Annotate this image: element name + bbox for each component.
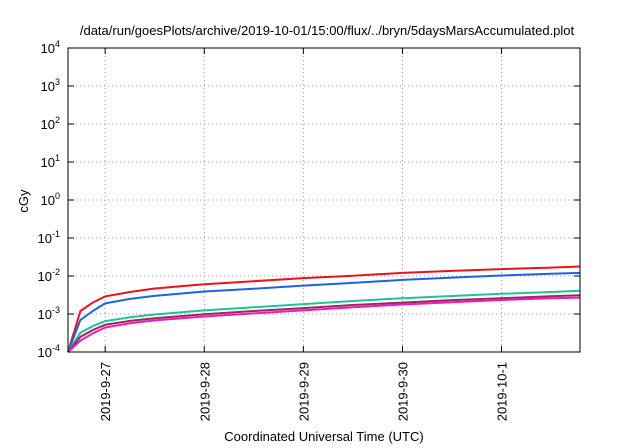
- y-tick-label: 103: [41, 77, 60, 94]
- series-line-3: [67, 289, 581, 353]
- grid: [68, 48, 580, 352]
- series-line-1: [67, 265, 581, 353]
- x-tick-label: 2019-9-29: [296, 362, 311, 421]
- x-axis-label: Coordinated Universal Time (UTC): [224, 429, 423, 444]
- series-line-2: [67, 271, 581, 353]
- y-tick-label: 10-2: [38, 267, 60, 284]
- chart-title: /data/run/goesPlots/archive/2019-10-01/1…: [80, 23, 575, 38]
- y-tick-label: 101: [41, 153, 60, 170]
- y-tick-label: 104: [41, 39, 60, 56]
- y-tick-label: 100: [41, 191, 60, 208]
- x-tick-label: 2019-10-1: [495, 362, 510, 421]
- y-tick-label: 102: [41, 115, 60, 132]
- series-line-4: [67, 294, 581, 353]
- y-tick-label: 10-4: [38, 343, 60, 360]
- x-tick-label: 2019-9-30: [395, 362, 410, 421]
- y-tick-label: 10-3: [38, 305, 60, 322]
- y-tick-label: 10-1: [38, 229, 60, 246]
- y-axis-label: cGy: [16, 189, 31, 213]
- x-tick-label: 2019-9-27: [98, 362, 113, 421]
- x-tick-label: 2019-9-28: [197, 362, 212, 421]
- series-lines: [67, 265, 581, 353]
- series-line-5: [67, 296, 581, 353]
- axes: 10-4 10-3 10-2 10-1 100 101 102 103 104 2019-9-27…: [38, 39, 580, 421]
